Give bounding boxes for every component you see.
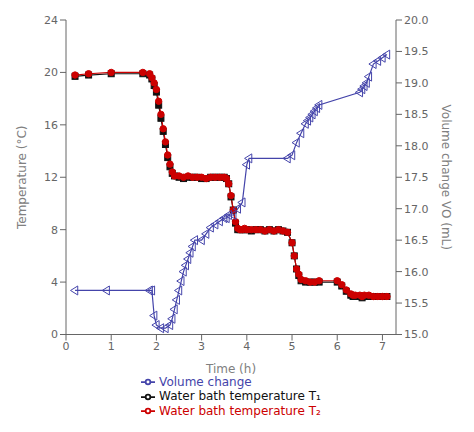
svg-text:12: 12 [44,171,58,184]
svg-text:19.0: 19.0 [404,77,429,90]
svg-text:0: 0 [51,328,58,341]
html-text:Water bath temperature T₁: Water bath temperature T₁ [159,389,321,403]
svg-text:4: 4 [51,276,58,289]
svg-text:24: 24 [44,14,58,27]
svg-text:8: 8 [51,224,58,237]
svg-text:16: 16 [44,119,58,132]
svg-text:7: 7 [379,340,386,353]
svg-text:0: 0 [63,340,70,353]
svg-text:2: 2 [153,340,160,353]
svg-text:4: 4 [243,340,250,353]
svg-text:20: 20 [44,66,58,79]
svg-text:Volume change VO (mL): Volume change VO (mL) [439,105,453,250]
svg-text:1: 1 [108,340,115,353]
svg-text:16.5: 16.5 [404,234,429,247]
svg-text:19.5: 19.5 [404,45,429,58]
svg-text:18.5: 18.5 [404,108,429,121]
html-text:Water bath temperature T₂: Water bath temperature T₂ [159,403,321,418]
html-text:Volume change: Volume change [159,374,252,389]
svg-text:17.5: 17.5 [404,171,429,184]
svg-text:5: 5 [289,340,296,353]
svg-text:20.0: 20.0 [404,14,429,27]
svg-text:Time (h): Time (h) [205,362,256,376]
svg-text:16.0: 16.0 [404,266,429,279]
svg-text:Temperature (°C): Temperature (°C) [15,125,29,230]
svg-text:17.0: 17.0 [404,203,429,216]
svg-text:6: 6 [334,340,341,353]
svg-text:15.5: 15.5 [404,297,429,310]
svg-text:18.0: 18.0 [404,140,429,153]
svg-text:3: 3 [198,340,205,353]
svg-text:15.0: 15.0 [404,328,429,341]
